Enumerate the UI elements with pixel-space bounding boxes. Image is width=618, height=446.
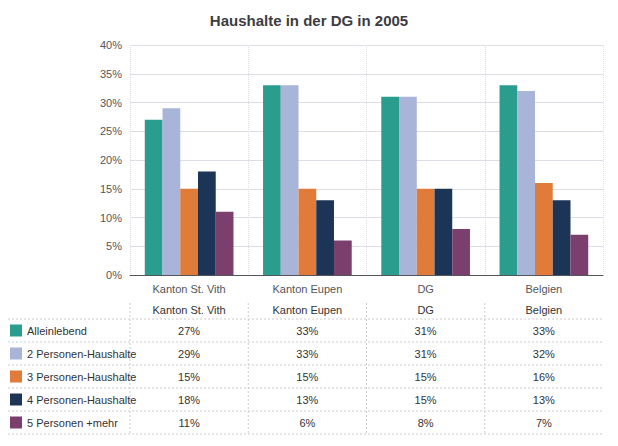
svg-text:Haushalte in der DG in 2005: Haushalte in der DG in 2005	[210, 12, 408, 29]
svg-text:3 Personen-Haushalte: 3 Personen-Haushalte	[27, 371, 136, 383]
svg-text:15%: 15%	[415, 394, 437, 406]
svg-text:2 Personen-Haushalte: 2 Personen-Haushalte	[27, 348, 136, 360]
svg-text:15%: 15%	[415, 371, 437, 383]
svg-text:15%: 15%	[296, 371, 318, 383]
svg-text:29%: 29%	[178, 348, 200, 360]
svg-text:8%: 8%	[418, 417, 434, 429]
svg-text:5 Personen +mehr: 5 Personen +mehr	[27, 417, 118, 429]
svg-text:31%: 31%	[415, 325, 437, 337]
svg-text:16%: 16%	[533, 371, 555, 383]
svg-text:33%: 33%	[533, 325, 555, 337]
svg-text:7%: 7%	[536, 417, 552, 429]
svg-text:DG: DG	[417, 304, 434, 316]
svg-text:30%: 30%	[100, 97, 122, 109]
svg-text:35%: 35%	[100, 68, 122, 80]
svg-text:13%: 13%	[533, 394, 555, 406]
svg-text:Belgien: Belgien	[526, 283, 563, 295]
svg-text:Belgien: Belgien	[526, 304, 563, 316]
svg-text:5%: 5%	[106, 240, 122, 252]
svg-text:33%: 33%	[296, 325, 318, 337]
svg-text:4 Personen-Haushalte: 4 Personen-Haushalte	[27, 394, 136, 406]
svg-text:Alleinlebend: Alleinlebend	[27, 325, 87, 337]
svg-text:15%: 15%	[178, 371, 200, 383]
svg-text:33%: 33%	[296, 348, 318, 360]
svg-text:Kanton Eupen: Kanton Eupen	[273, 304, 343, 316]
svg-text:20%: 20%	[100, 154, 122, 166]
svg-text:18%: 18%	[178, 394, 200, 406]
svg-text:DG: DG	[417, 283, 434, 295]
svg-text:0%: 0%	[106, 269, 122, 281]
svg-text:32%: 32%	[533, 348, 555, 360]
svg-text:13%: 13%	[296, 394, 318, 406]
svg-text:40%: 40%	[100, 39, 122, 51]
svg-text:27%: 27%	[178, 325, 200, 337]
svg-text:15%: 15%	[100, 183, 122, 195]
svg-text:31%: 31%	[415, 348, 437, 360]
svg-text:6%: 6%	[299, 417, 315, 429]
svg-text:Kanton St. Vith: Kanton St. Vith	[153, 283, 226, 295]
svg-text:25%: 25%	[100, 125, 122, 137]
svg-text:Kanton St. Vith: Kanton St. Vith	[153, 304, 226, 316]
svg-text:11%: 11%	[179, 417, 200, 429]
svg-text:10%: 10%	[100, 212, 122, 224]
svg-text:Kanton Eupen: Kanton Eupen	[273, 283, 343, 295]
